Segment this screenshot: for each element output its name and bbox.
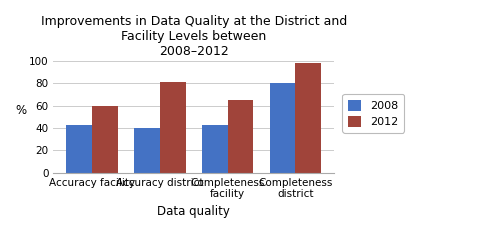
Bar xyxy=(134,128,160,173)
Bar xyxy=(92,106,118,173)
X-axis label: Data quality: Data quality xyxy=(157,205,230,218)
Y-axis label: %: % xyxy=(15,104,26,117)
Bar xyxy=(160,82,186,173)
Bar xyxy=(296,63,321,173)
Title: Improvements in Data Quality at the District and
Facility Levels between
2008–20: Improvements in Data Quality at the Dist… xyxy=(40,15,347,58)
Bar xyxy=(202,125,228,173)
Bar xyxy=(228,100,254,173)
Bar xyxy=(66,125,92,173)
Legend: 2008, 2012: 2008, 2012 xyxy=(342,94,404,133)
Bar xyxy=(270,83,295,173)
